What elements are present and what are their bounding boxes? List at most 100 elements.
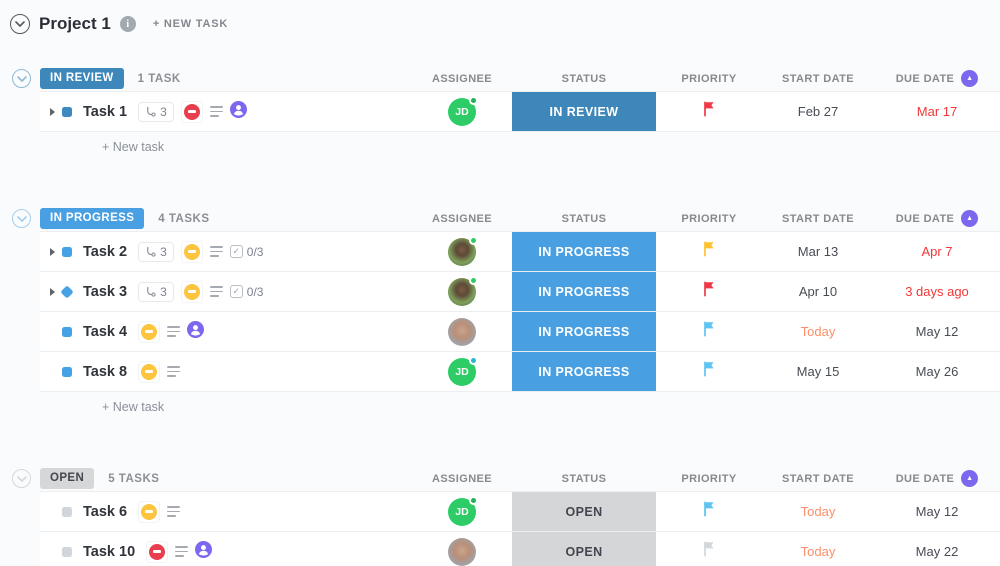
task-status-shape-icon[interactable]	[62, 106, 72, 117]
task-name[interactable]: Task 6	[83, 503, 128, 520]
priority-flag-icon[interactable]	[703, 281, 716, 302]
priority-flag-icon[interactable]	[703, 321, 716, 342]
group-collapse-icon[interactable]	[12, 209, 31, 228]
avatar[interactable]: JD	[448, 355, 478, 386]
sort-ascending-icon[interactable]: ▲	[961, 470, 979, 487]
info-icon[interactable]: i	[119, 16, 136, 32]
project-collapse-icon[interactable]	[10, 14, 30, 34]
avatar[interactable]: JD	[448, 95, 478, 126]
task-status-shape-icon[interactable]	[62, 246, 72, 257]
blocked-status-icon[interactable]	[180, 240, 203, 263]
due-date[interactable]: May 12	[915, 504, 959, 519]
group-collapse-icon[interactable]	[12, 69, 31, 88]
new-task-button[interactable]: + New task	[102, 140, 165, 154]
task-name[interactable]: Task 1	[83, 103, 128, 120]
subtasks-count-badge[interactable]: 3	[138, 101, 174, 122]
column-header-start-date[interactable]: START DATE	[781, 72, 855, 85]
start-date[interactable]: Mar 13	[797, 244, 839, 259]
due-date[interactable]: Apr 7	[921, 244, 953, 259]
blocked-status-icon[interactable]	[138, 500, 161, 523]
sort-ascending-icon[interactable]: ▲	[961, 70, 979, 87]
due-date[interactable]: Mar 17	[916, 104, 958, 119]
task-name[interactable]: Task 8	[83, 363, 128, 380]
task-status-shape-icon[interactable]	[60, 284, 74, 299]
description-icon[interactable]	[209, 246, 223, 257]
task-status-shape-icon[interactable]	[62, 546, 72, 557]
checklist-progress[interactable]: ✓ 0/3	[229, 245, 263, 259]
column-header-priority[interactable]: PRIORITY	[681, 212, 737, 225]
column-header-priority[interactable]: PRIORITY	[681, 72, 737, 85]
column-header-due-date[interactable]: DUE DATE ▲	[874, 470, 1000, 487]
task-name[interactable]: Task 3	[83, 283, 128, 300]
expand-task-icon[interactable]	[50, 287, 55, 296]
new-task-button[interactable]: + New task	[102, 400, 165, 414]
expand-task-icon[interactable]	[50, 107, 55, 116]
avatar[interactable]	[448, 537, 476, 566]
group-status-badge[interactable]: IN REVIEW	[40, 67, 124, 90]
column-header-assignee[interactable]: ASSIGNEE	[431, 472, 493, 485]
expand-task-icon[interactable]	[50, 247, 55, 256]
table-row[interactable]: Task 4 IN PROGRESS Today May 12	[40, 312, 1000, 352]
group-status-badge[interactable]: OPEN	[40, 467, 95, 490]
task-status-shape-icon[interactable]	[62, 326, 72, 337]
blocked-status-icon[interactable]	[146, 540, 169, 563]
checklist-progress[interactable]: ✓ 0/3	[229, 285, 263, 299]
description-icon[interactable]	[167, 506, 181, 517]
description-icon[interactable]	[167, 366, 181, 377]
column-header-start-date[interactable]: START DATE	[781, 212, 855, 225]
status-badge[interactable]: IN PROGRESS	[512, 352, 656, 391]
priority-flag-icon[interactable]	[703, 361, 716, 382]
due-date[interactable]: May 22	[915, 544, 959, 559]
start-date[interactable]: Today	[800, 324, 836, 339]
start-date[interactable]: May 15	[796, 364, 840, 379]
status-badge[interactable]: IN PROGRESS	[512, 312, 656, 351]
avatar[interactable]	[448, 317, 476, 346]
due-date[interactable]: 3 days ago	[905, 284, 969, 299]
task-name[interactable]: Task 10	[83, 543, 136, 560]
task-status-shape-icon[interactable]	[62, 506, 72, 517]
column-header-due-date[interactable]: DUE DATE ▲	[874, 210, 1000, 227]
start-date[interactable]: Apr 10	[798, 284, 838, 299]
column-header-start-date[interactable]: START DATE	[781, 472, 855, 485]
start-date[interactable]: Feb 27	[797, 104, 839, 119]
table-row[interactable]: Task 6 JD OPEN Today May 12	[40, 492, 1000, 532]
assigned-person-icon[interactable]	[187, 320, 205, 343]
new-task-header-button[interactable]: + NEW TASK	[152, 18, 229, 30]
description-icon[interactable]	[209, 286, 223, 297]
priority-flag-icon[interactable]	[703, 501, 716, 522]
assigned-person-icon[interactable]	[195, 540, 213, 563]
group-status-badge[interactable]: IN PROGRESS	[40, 207, 145, 230]
start-date[interactable]: Today	[800, 544, 836, 559]
table-row[interactable]: Task 1 3 JD IN REVIEW Feb 27 Mar 17	[40, 92, 1000, 132]
status-badge[interactable]: OPEN	[512, 532, 656, 566]
subtasks-count-badge[interactable]: 3	[138, 281, 174, 302]
task-name[interactable]: Task 4	[83, 323, 128, 340]
status-badge[interactable]: IN PROGRESS	[512, 272, 656, 311]
column-header-status[interactable]: STATUS	[561, 72, 607, 85]
blocked-status-icon[interactable]	[180, 280, 203, 303]
priority-flag-icon[interactable]	[703, 541, 716, 562]
blocked-status-icon[interactable]	[138, 320, 161, 343]
sort-ascending-icon[interactable]: ▲	[961, 210, 979, 227]
table-row[interactable]: Task 3 3 ✓ 0/3 IN PROGRESS Apr 10 3 days a…	[40, 272, 1000, 312]
status-badge[interactable]: IN REVIEW	[512, 92, 656, 131]
avatar[interactable]	[448, 235, 478, 266]
assigned-person-icon[interactable]	[229, 100, 247, 123]
task-name[interactable]: Task 2	[83, 243, 128, 260]
column-header-status[interactable]: STATUS	[561, 472, 607, 485]
due-date[interactable]: May 26	[915, 364, 959, 379]
status-badge[interactable]: OPEN	[512, 492, 656, 531]
due-date[interactable]: May 12	[915, 324, 959, 339]
description-icon[interactable]	[167, 326, 181, 337]
priority-flag-icon[interactable]	[703, 101, 716, 122]
table-row[interactable]: Task 10 OPEN Today May 22	[40, 532, 1000, 566]
start-date[interactable]: Today	[800, 504, 836, 519]
column-header-assignee[interactable]: ASSIGNEE	[431, 212, 493, 225]
table-row[interactable]: Task 8 JD IN PROGRESS May 15 May 26	[40, 352, 1000, 392]
column-header-status[interactable]: STATUS	[561, 212, 607, 225]
column-header-assignee[interactable]: ASSIGNEE	[431, 72, 493, 85]
table-row[interactable]: Task 2 3 ✓ 0/3 IN PROGRESS Mar 13 Apr 7	[40, 232, 1000, 272]
subtasks-count-badge[interactable]: 3	[138, 241, 174, 262]
priority-flag-icon[interactable]	[703, 241, 716, 262]
blocked-status-icon[interactable]	[138, 360, 161, 383]
